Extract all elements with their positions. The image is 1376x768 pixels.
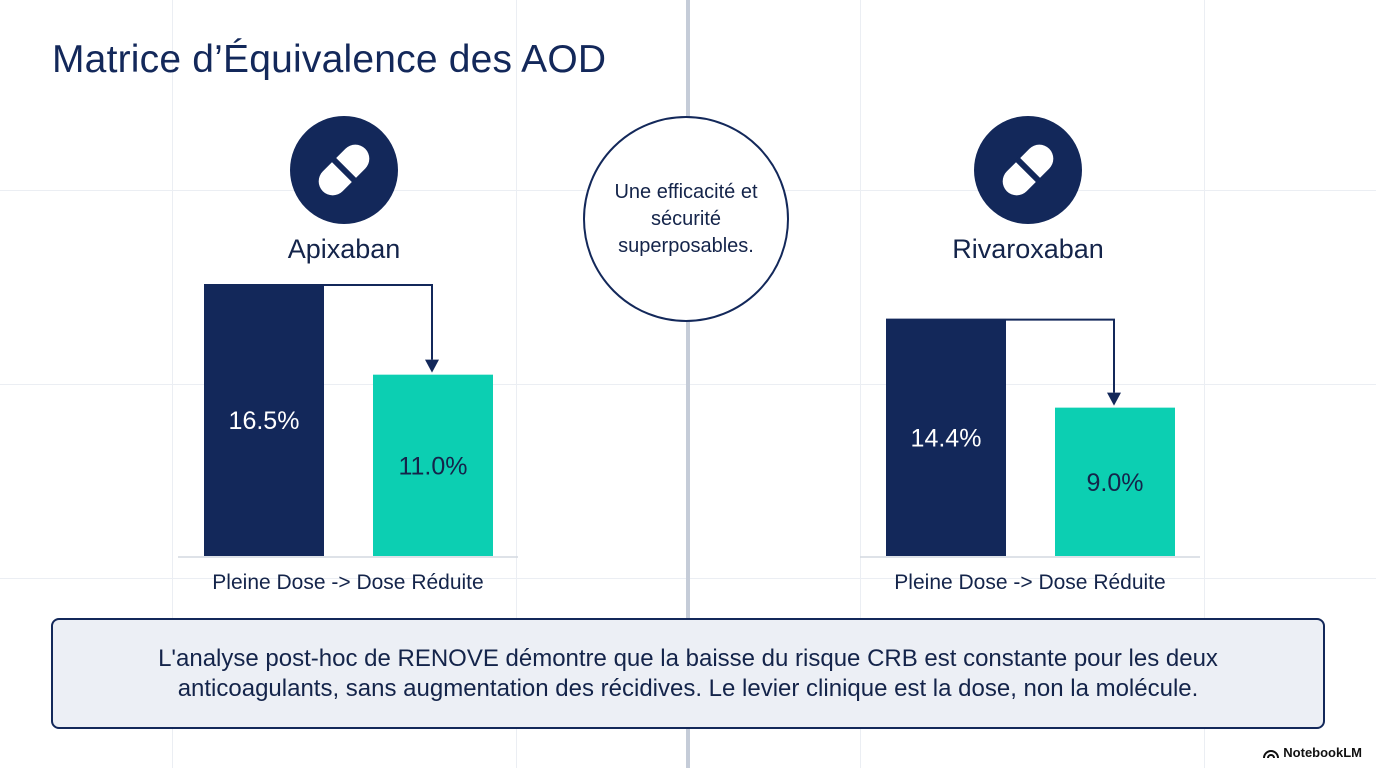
equivalence-note-text: Une efficacité et sécurité superposables… (614, 180, 758, 257)
reduction-arrow (324, 284, 433, 360)
x-axis-label: Pleine Dose -> Dose Réduite (212, 571, 484, 594)
bar-value-label: 11.0% (398, 452, 467, 480)
x-axis-label: Pleine Dose -> Dose Réduite (894, 571, 1166, 594)
bar-reduced-dose (373, 374, 493, 556)
summary-text: L'analyse post-hoc de RENOVE démontre qu… (158, 644, 1218, 702)
drug-name-apixaban: Apixaban (287, 234, 401, 264)
pill-icon-graphic (318, 144, 370, 196)
brand-logo: NotebookLM (1263, 745, 1362, 760)
pill-icon (974, 116, 1082, 224)
drug-name-rivaroxaban: Rivaroxaban (952, 234, 1104, 264)
reduction-arrow (1006, 318, 1115, 393)
bar-full-dose (886, 318, 1006, 556)
bar-reduced-dose (1055, 407, 1175, 556)
brand-name: NotebookLM (1283, 745, 1362, 760)
notebooklm-icon (1263, 749, 1280, 758)
pill-icon (290, 116, 398, 224)
equivalence-note: Une efficacité et sécurité superposables… (583, 116, 789, 322)
reduction-arrow-head (1107, 392, 1121, 406)
center-divider (686, 0, 690, 768)
bar-value-label: 16.5% (229, 407, 300, 435)
pill-icon-graphic (1002, 144, 1054, 196)
bar-value-label: 9.0% (1087, 469, 1144, 497)
summary-box: L'analyse post-hoc de RENOVE démontre qu… (51, 618, 1325, 729)
page-title: Matrice d’Équivalence des AOD (52, 38, 607, 81)
rivaroxaban-bar-chart: 14.4% 9.0% (860, 318, 1200, 558)
bar-full-dose (204, 284, 324, 556)
reduction-arrow-head (425, 359, 439, 373)
apixaban-bar-chart: 16.5% 11.0% (178, 284, 518, 558)
bar-value-label: 14.4% (911, 424, 982, 452)
